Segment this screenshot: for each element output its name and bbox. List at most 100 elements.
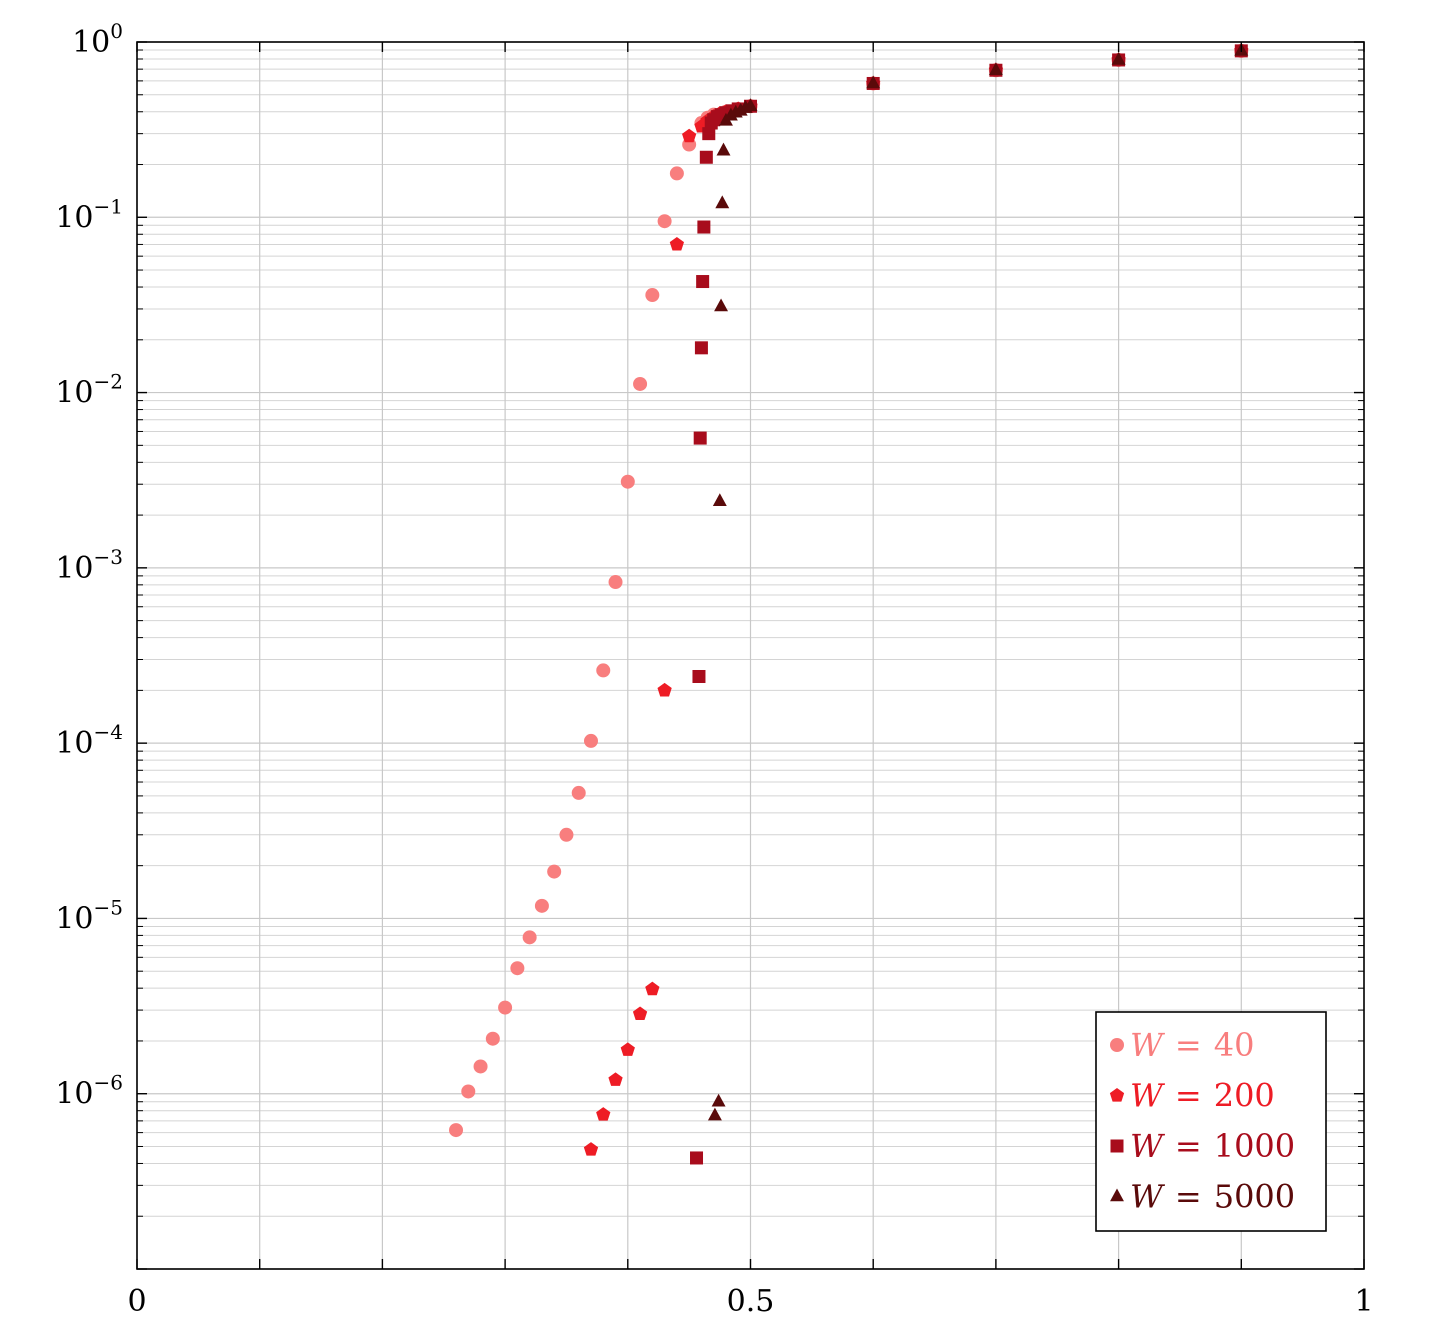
data-point bbox=[743, 98, 758, 112]
x-tick-label: 0.5 bbox=[727, 1284, 775, 1319]
data-point bbox=[714, 298, 729, 312]
data-point bbox=[692, 669, 706, 683]
y-tick-exponent: −2 bbox=[94, 370, 123, 394]
data-point bbox=[571, 785, 586, 800]
y-tick-exponent: −1 bbox=[94, 194, 123, 218]
data-point bbox=[669, 236, 685, 251]
series-1000 bbox=[690, 44, 1248, 1165]
legend-eq: = bbox=[1175, 1178, 1202, 1216]
x-tick-labels: 0 0.5 1 bbox=[127, 1284, 1373, 1319]
data-point bbox=[498, 1000, 513, 1015]
y-tick-base: 10 bbox=[55, 901, 93, 936]
data-point bbox=[988, 62, 1003, 76]
y-tick-base: 10 bbox=[55, 376, 93, 411]
legend-marker bbox=[1110, 1188, 1124, 1202]
data-point bbox=[620, 474, 635, 489]
data-point bbox=[715, 195, 730, 209]
data-point bbox=[473, 1059, 488, 1074]
data-point bbox=[694, 341, 708, 355]
y-tick-label: 10−5 bbox=[55, 895, 123, 936]
data-point bbox=[534, 898, 549, 913]
legend-var: W bbox=[1130, 1127, 1166, 1165]
x-tick-label: 0 bbox=[127, 1284, 146, 1319]
legend-value: 5000 bbox=[1214, 1178, 1295, 1216]
data-point bbox=[608, 575, 623, 590]
data-point bbox=[485, 1031, 500, 1046]
data-point bbox=[657, 214, 672, 229]
data-point bbox=[461, 1084, 476, 1099]
data-points bbox=[449, 42, 1249, 1165]
data-point bbox=[697, 220, 711, 234]
data-point bbox=[657, 682, 672, 697]
y-tick-base: 10 bbox=[55, 726, 93, 761]
y-tick-exponent: −4 bbox=[94, 720, 123, 744]
y-tick-label: 10−6 bbox=[55, 1071, 123, 1112]
legend-var: W bbox=[1130, 1026, 1166, 1064]
y-tick-exponent: −6 bbox=[94, 1071, 123, 1095]
data-point bbox=[712, 493, 727, 507]
legend-eq: = bbox=[1175, 1026, 1202, 1064]
y-tick-label: 10−1 bbox=[55, 194, 123, 235]
legend-box bbox=[1095, 1011, 1327, 1232]
series-40 bbox=[449, 43, 1249, 1138]
data-point bbox=[583, 733, 598, 748]
legend-value: 1000 bbox=[1214, 1127, 1295, 1165]
data-point bbox=[702, 127, 716, 141]
legend-entry: W = 1000 bbox=[1130, 1127, 1295, 1165]
legend-entry: W = 5000 bbox=[1130, 1178, 1295, 1216]
y-tick-base: 10 bbox=[55, 551, 93, 586]
y-tick-exponent: 0 bbox=[110, 19, 123, 43]
y-tick-exponent: −5 bbox=[94, 895, 123, 919]
y-tick-exponent: −3 bbox=[94, 545, 123, 569]
data-point bbox=[449, 1123, 464, 1138]
data-point bbox=[711, 1093, 726, 1107]
legend-value: 200 bbox=[1214, 1077, 1275, 1115]
y-tick-label: 10−3 bbox=[55, 545, 123, 586]
data-point bbox=[866, 75, 881, 89]
y-tick-base: 10 bbox=[72, 25, 110, 60]
data-point bbox=[522, 930, 537, 945]
data-point bbox=[682, 128, 697, 143]
legend-marker bbox=[1110, 1139, 1124, 1153]
data-point bbox=[608, 1072, 623, 1086]
data-point bbox=[716, 142, 731, 156]
series-200 bbox=[583, 43, 1249, 1156]
legend-var: W bbox=[1130, 1077, 1166, 1115]
data-point bbox=[693, 431, 707, 445]
data-point bbox=[547, 864, 562, 879]
y-tick-base: 10 bbox=[55, 200, 93, 235]
axis-ticks bbox=[136, 41, 1365, 1270]
data-point bbox=[632, 1006, 648, 1021]
series-5000 bbox=[707, 42, 1249, 1121]
x-tick-label: 1 bbox=[1354, 1284, 1373, 1319]
data-point bbox=[633, 376, 648, 391]
legend-var: W bbox=[1130, 1178, 1166, 1216]
legend-eq: = bbox=[1175, 1077, 1202, 1115]
data-point bbox=[596, 663, 611, 678]
y-tick-label: 10−4 bbox=[55, 720, 123, 761]
legend-entry: W = 200 bbox=[1130, 1077, 1275, 1115]
legend-marker bbox=[1110, 1038, 1124, 1052]
data-point bbox=[699, 150, 713, 164]
legend-entry: W = 40 bbox=[1130, 1026, 1254, 1064]
data-point bbox=[690, 1151, 704, 1165]
data-point bbox=[620, 1042, 635, 1056]
data-point bbox=[583, 1142, 599, 1156]
data-point bbox=[1111, 51, 1126, 65]
y-tick-label: 10−2 bbox=[55, 370, 123, 411]
legend-eq: = bbox=[1175, 1127, 1202, 1165]
legend-value: 40 bbox=[1214, 1026, 1255, 1064]
data-point bbox=[596, 1107, 611, 1121]
y-tick-label: 100 bbox=[72, 19, 123, 60]
data-point bbox=[707, 1107, 722, 1121]
data-point bbox=[559, 827, 574, 842]
data-point bbox=[696, 275, 710, 289]
legend-marker bbox=[1109, 1088, 1125, 1102]
data-point bbox=[669, 166, 684, 181]
data-point bbox=[645, 288, 660, 303]
data-point bbox=[645, 981, 660, 996]
data-point bbox=[510, 961, 525, 976]
